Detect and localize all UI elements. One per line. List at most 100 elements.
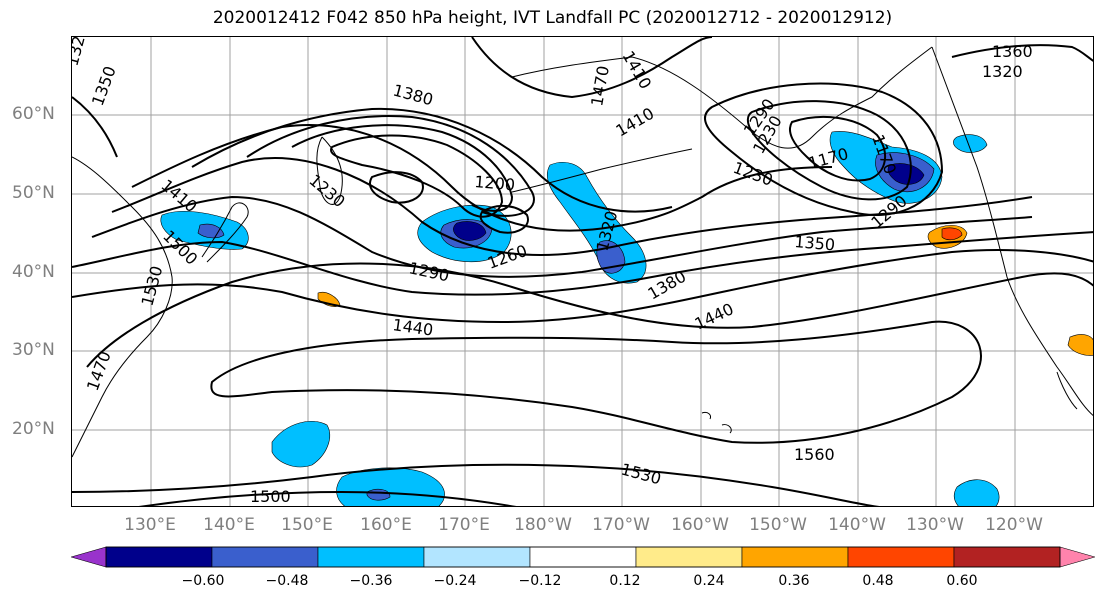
lon-label-160w: 160°W xyxy=(671,515,729,535)
lon-label-140w: 140°W xyxy=(828,515,886,535)
contour-arctic xyxy=(471,37,713,99)
contour-1230 xyxy=(291,124,514,212)
contour-label: 1320 xyxy=(72,37,91,68)
colorbar-extend-min xyxy=(71,546,107,568)
contour-1380 xyxy=(91,195,1033,278)
contour-1200-low2 xyxy=(479,204,529,234)
ivt-blob-subtropics-1 xyxy=(271,421,331,468)
contour-1290 xyxy=(191,107,673,213)
colorbar-segment xyxy=(953,546,1061,568)
contour-1200 xyxy=(330,134,504,218)
contour-1530 xyxy=(72,463,880,506)
lat-label-30n: 30°N xyxy=(12,340,55,360)
contour-label: 1350 xyxy=(88,64,120,109)
lat-label-20n: 20°N xyxy=(12,419,55,439)
contour-gulf-inner xyxy=(788,115,886,182)
contour-label: 1560 xyxy=(794,445,835,464)
contour-label: 1530 xyxy=(619,460,663,489)
colorbar-frame xyxy=(105,546,1061,568)
lon-label-140e: 140°E xyxy=(203,515,255,535)
contour-1410 xyxy=(72,231,1093,296)
coast-japan xyxy=(201,202,249,263)
ivt-blob-170e-core xyxy=(453,221,487,241)
coast-kamchatka xyxy=(316,136,343,205)
contour-label: 1170 xyxy=(806,144,850,173)
ivt-shading xyxy=(160,131,1093,506)
colorbar xyxy=(71,546,1095,568)
contour-label: 1230 xyxy=(731,158,776,190)
contour-1440 xyxy=(72,249,1093,324)
coast-na-west xyxy=(931,46,1093,416)
colorbar-segment xyxy=(741,546,849,568)
height-contours xyxy=(72,37,1093,506)
contour-ne-corner xyxy=(951,44,1093,62)
contour-gulf-outer xyxy=(703,82,944,217)
contour-1500 xyxy=(138,490,517,506)
colorbar-segment xyxy=(635,546,743,568)
lon-label-120w: 120°W xyxy=(985,515,1043,535)
plot-title: 2020012412 F042 850 hPa height, IVT Land… xyxy=(212,8,893,28)
contour-label: 1290 xyxy=(407,258,451,285)
colorbar-segment xyxy=(317,546,425,568)
coast-hawaii xyxy=(701,412,732,434)
ivt-blob-subtropics-2 xyxy=(336,467,445,506)
ivt-blob-subtropics-2-core xyxy=(366,488,391,501)
coast-asia xyxy=(72,156,173,458)
lat-label-60n: 60°N xyxy=(12,104,55,124)
colorbar-extend-max xyxy=(1059,546,1095,568)
lat-label-50n: 50°N xyxy=(12,183,55,203)
contour-gulf-mid xyxy=(746,100,912,201)
colorbar-tick: 0.36 xyxy=(778,573,810,589)
contour-1260 xyxy=(246,115,535,217)
contour-label: 1500 xyxy=(250,487,291,506)
coast-aleutians xyxy=(511,148,693,193)
colorbar-tick: −0.12 xyxy=(518,573,562,589)
lon-label-130e: 130°E xyxy=(124,515,176,535)
colorbar-tick: 0.48 xyxy=(862,573,894,589)
map-svg: 1320 1350 1380 1440 1410 1470 1410 1290 … xyxy=(72,37,1093,506)
lon-label-170e: 170°E xyxy=(438,515,490,535)
lat-label-40n: 40°N xyxy=(12,262,55,282)
contour-label: 1320 xyxy=(982,62,1023,81)
colorbar-segment xyxy=(211,546,319,568)
contour-labels: 1320 1350 1380 1440 1410 1470 1410 1290 … xyxy=(72,37,1033,506)
colorbar-tick: −0.36 xyxy=(349,573,393,589)
contour-1350 xyxy=(111,157,1033,256)
contour-1170 xyxy=(369,171,424,204)
lon-label-180w: 180°W xyxy=(514,515,572,535)
contour-label: 1360 xyxy=(992,42,1033,61)
colorbar-tick: 0.60 xyxy=(946,573,978,589)
contour-1320 xyxy=(131,124,833,232)
ivt-blob-subtropics-3 xyxy=(953,479,1000,506)
lon-label-130w: 130°W xyxy=(906,515,964,535)
colorbar-tick: −0.60 xyxy=(181,573,225,589)
colorbar-segment xyxy=(847,546,955,568)
contour-label: 1200 xyxy=(474,172,516,194)
lon-label-150e: 150°E xyxy=(281,515,333,535)
contour-label: 1380 xyxy=(391,81,435,110)
contour-label: 1470 xyxy=(83,349,115,394)
contour-label: 1380 xyxy=(645,267,690,304)
lon-label-170w: 170°W xyxy=(592,515,650,535)
contour-west-edge xyxy=(72,96,118,158)
ivt-blob-mexico xyxy=(1067,334,1093,356)
contour-label: 1470 xyxy=(587,64,613,107)
contour-1560 xyxy=(210,320,982,444)
ivt-blob-bc-coast xyxy=(953,134,988,153)
contour-1470 xyxy=(86,262,1093,368)
colorbar-tick: 0.12 xyxy=(609,573,641,589)
coast-baja xyxy=(1056,371,1078,410)
ivt-blob-gulf-alaska-core xyxy=(887,163,925,185)
colorbar-segment xyxy=(423,546,531,568)
colorbar-tick: −0.48 xyxy=(265,573,309,589)
colorbar-segment xyxy=(529,546,637,568)
contour-label: 1410 xyxy=(157,176,200,217)
colorbar-tick: 0.24 xyxy=(693,573,725,589)
contour-label: 1350 xyxy=(794,232,836,254)
lon-label-160e: 160°E xyxy=(360,515,412,535)
colorbar-segment xyxy=(105,546,213,568)
map-panel: 1320 1350 1380 1440 1410 1470 1410 1290 … xyxy=(71,36,1094,507)
ivt-blob-japan-core xyxy=(197,223,225,239)
coast-alaska xyxy=(511,46,933,149)
ivt-blob-oregon-core xyxy=(941,227,963,241)
